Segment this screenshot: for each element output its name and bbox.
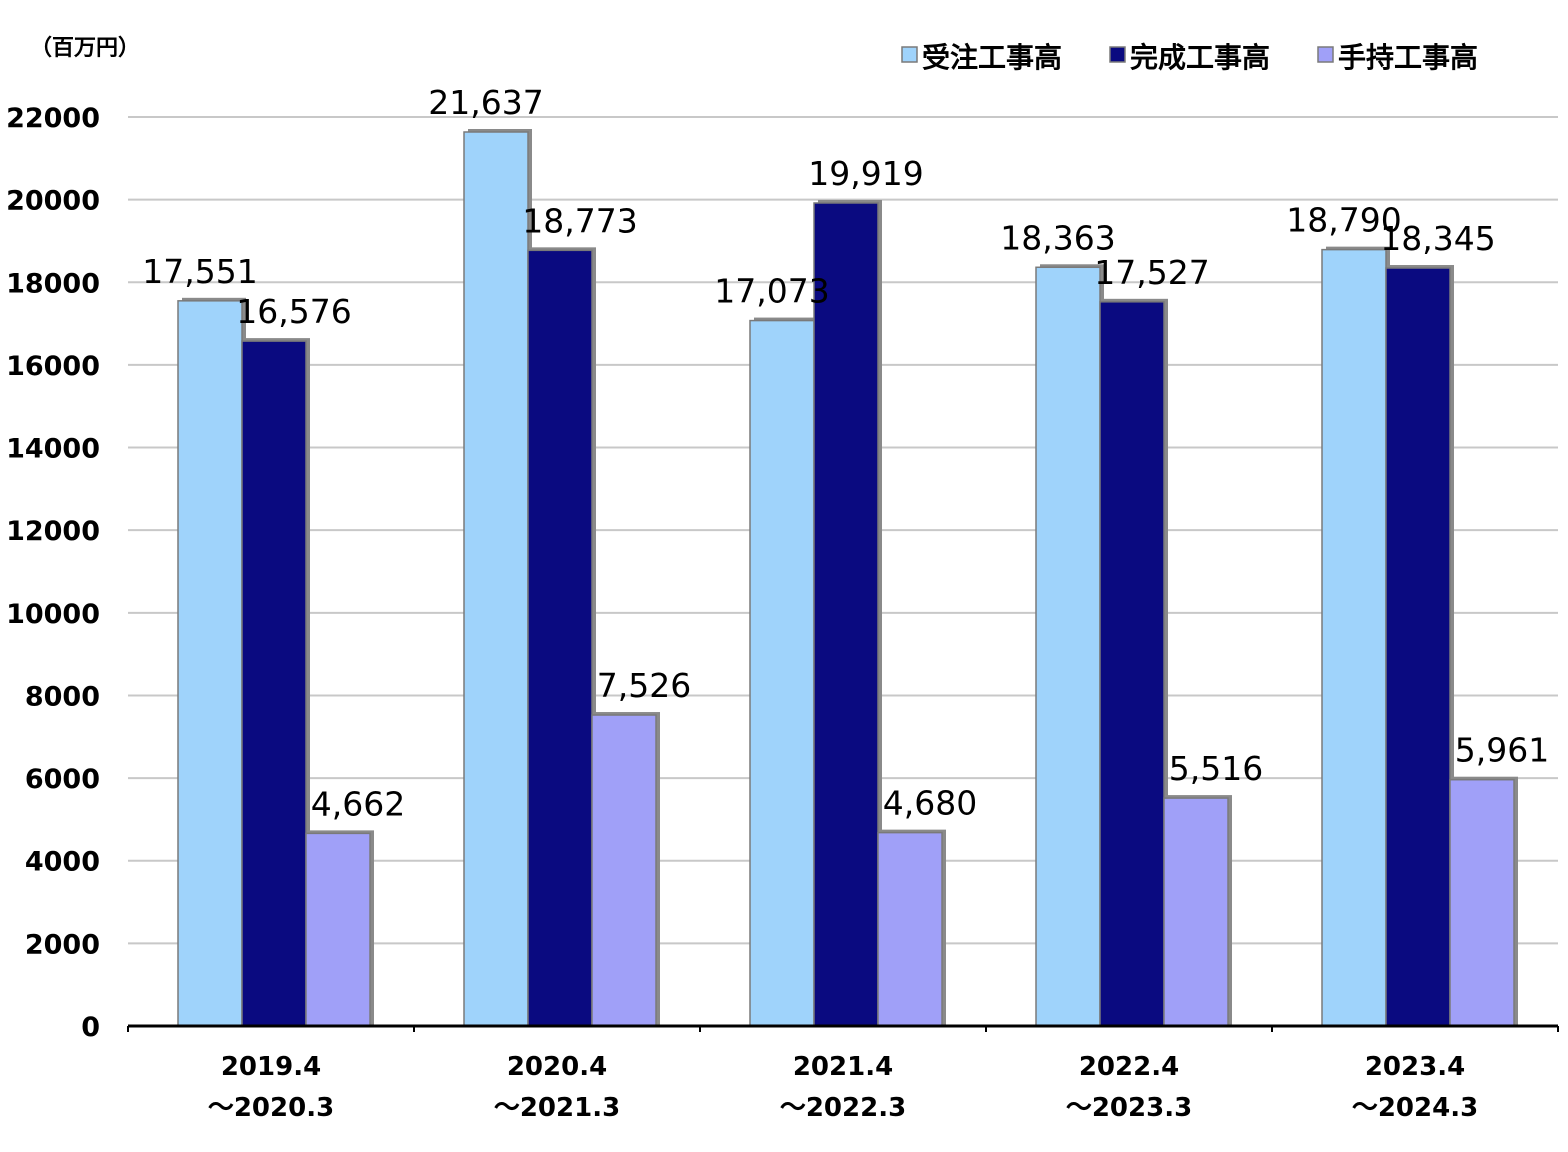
legend-swatch <box>1109 46 1126 63</box>
legend: 受注工事高 完成工事高 手持工事高 <box>901 41 1478 74</box>
data-label: 16,576 <box>236 292 351 331</box>
bar <box>527 249 593 1027</box>
data-label: 7,526 <box>597 666 691 705</box>
data-label: 19,919 <box>808 154 923 193</box>
data-label: 17,527 <box>1094 253 1209 292</box>
bar <box>305 832 371 1027</box>
data-label: 18,790 <box>1286 201 1401 240</box>
legend-label: 完成工事高 <box>1130 41 1270 74</box>
legend-label: 手持工事高 <box>1338 41 1478 74</box>
data-label: 17,073 <box>714 272 829 311</box>
data-label: 4,680 <box>883 784 977 823</box>
data-label: 18,363 <box>1000 218 1115 257</box>
category-label: ～2022.3 <box>780 1093 906 1123</box>
legend-swatch <box>901 46 918 63</box>
y-axis-unit-label: （百万円） <box>30 36 140 61</box>
bar <box>1449 778 1515 1027</box>
x-axis <box>127 1024 1559 1032</box>
bar <box>1163 797 1229 1027</box>
bar <box>1385 267 1451 1027</box>
category-label: 2021.4 <box>793 1052 893 1082</box>
category-label: ～2020.3 <box>208 1093 334 1123</box>
y-tick-label: 2000 <box>25 929 100 960</box>
category-label: 2023.4 <box>1365 1052 1465 1082</box>
category-labels: 2019.4 ～2020.3 2020.4 ～2021.3 2021.4 ～2022.3 2… <box>208 1052 1478 1123</box>
category-label: 2020.4 <box>507 1052 607 1082</box>
category-label: ～2023.3 <box>1066 1093 1192 1123</box>
bar <box>463 131 529 1027</box>
data-label: 5,961 <box>1455 731 1549 770</box>
data-label: 21,637 <box>428 83 543 122</box>
category-label: ～2021.3 <box>494 1093 620 1123</box>
bar <box>1321 248 1387 1027</box>
data-labels: 17,551 21,637 17,073 18,363 18,790 16,576 18,7… <box>142 83 1549 823</box>
bar <box>813 202 879 1027</box>
y-tick-label: 4000 <box>25 847 100 878</box>
bar <box>177 300 243 1027</box>
y-tick-label: 0 <box>81 1012 100 1043</box>
data-label: 5,516 <box>1169 749 1263 788</box>
y-tick-label: 10000 <box>6 599 100 630</box>
y-axis-ticks: 0 2000 4000 6000 8000 10000 12000 14000 16000 180… <box>6 103 100 1043</box>
y-tick-label: 14000 <box>6 434 100 465</box>
y-tick-label: 18000 <box>6 268 100 299</box>
category-label: 2022.4 <box>1079 1052 1179 1082</box>
bars <box>177 128 1518 1027</box>
y-tick-label: 20000 <box>6 186 100 217</box>
y-tick-label: 6000 <box>25 764 100 795</box>
data-label: 17,551 <box>142 252 257 291</box>
y-tick-label: 16000 <box>6 351 100 382</box>
legend-swatch <box>1317 46 1334 63</box>
y-tick-label: 8000 <box>25 681 100 712</box>
data-label: 18,773 <box>522 201 637 240</box>
bar <box>1099 301 1165 1027</box>
bar <box>1035 266 1101 1027</box>
y-tick-label: 12000 <box>6 516 100 547</box>
legend-label: 受注工事高 <box>922 41 1062 74</box>
bar <box>241 340 307 1027</box>
y-tick-label: 22000 <box>6 103 100 134</box>
bar <box>591 714 657 1027</box>
bar <box>877 831 943 1027</box>
category-label: 2019.4 <box>221 1052 321 1082</box>
data-label: 18,345 <box>1380 219 1495 258</box>
bar <box>749 319 815 1027</box>
data-label: 4,662 <box>311 784 405 823</box>
category-label: ～2024.3 <box>1352 1093 1478 1123</box>
